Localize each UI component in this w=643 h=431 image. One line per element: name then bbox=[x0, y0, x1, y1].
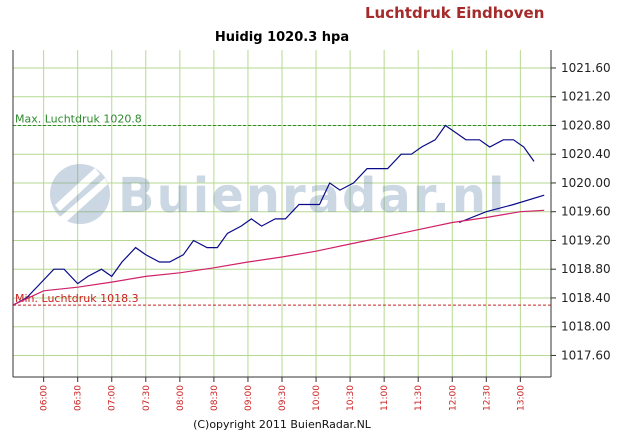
watermark-logo-icon bbox=[50, 164, 110, 224]
brand-title: Luchtdruk Eindhoven bbox=[365, 4, 544, 22]
series-line-trend-continuation bbox=[458, 194, 545, 224]
x-tick-label: 08:30 bbox=[210, 385, 220, 411]
y-tick-label: 1018.40 bbox=[561, 291, 611, 305]
series-line-measured bbox=[12, 124, 535, 306]
x-tick-label: 09:00 bbox=[244, 385, 254, 411]
y-tick-label: 1019.20 bbox=[561, 233, 611, 247]
x-tick-label: 11:30 bbox=[414, 385, 424, 411]
x-tick-label: 12:30 bbox=[482, 385, 492, 411]
x-tick-label: 07:30 bbox=[142, 385, 152, 411]
data-series bbox=[12, 124, 545, 306]
y-tick-label: 1020.00 bbox=[561, 176, 611, 190]
watermark-text: Buienradar.nl bbox=[118, 168, 506, 224]
x-tick-label: 10:30 bbox=[346, 385, 356, 411]
x-tick-label: 06:00 bbox=[40, 385, 50, 411]
x-tick-label: 12:00 bbox=[448, 385, 458, 411]
x-tick-label: 11:00 bbox=[380, 385, 390, 411]
y-tick-label: 1021.20 bbox=[561, 90, 611, 104]
y-tick-label: 1018.00 bbox=[561, 320, 611, 334]
y-tick-label: 1021.60 bbox=[561, 61, 611, 75]
y-tick-label: 1017.60 bbox=[561, 348, 611, 362]
y-tick-label: 1019.60 bbox=[561, 205, 611, 219]
min-pressure-label: Min. Luchtdruk 1018.3 bbox=[15, 292, 139, 305]
x-tick-label: 07:00 bbox=[108, 385, 118, 411]
x-tick-label: 13:00 bbox=[516, 385, 526, 411]
grid-lines bbox=[13, 50, 551, 377]
x-tick-label: 06:30 bbox=[74, 385, 84, 411]
copyright-text: (C)opyright 2011 BuienRadar.NL bbox=[193, 418, 372, 431]
y-tick-label: 1020.80 bbox=[561, 118, 611, 132]
y-axis-ticks: 1017.60 1018.00 1018.40 1018.80 1019.20 1019.… bbox=[551, 61, 611, 362]
y-tick-label: 1018.80 bbox=[561, 262, 611, 276]
x-tick-label: 08:00 bbox=[176, 385, 186, 411]
series-line-smoothed bbox=[12, 209, 545, 306]
y-tick-label: 1020.40 bbox=[561, 147, 611, 161]
current-pressure-title: Huidig 1020.3 hpa bbox=[215, 30, 349, 45]
x-axis-ticks: 06:00 06:30 07:00 07:30 08:00 08:30 09:00 09:30… bbox=[40, 377, 526, 411]
watermark: Buienradar.nl bbox=[50, 164, 506, 224]
max-pressure-label: Max. Luchtdruk 1020.8 bbox=[15, 112, 142, 125]
x-tick-label: 10:00 bbox=[312, 385, 322, 411]
reference-lines: Max. Luchtdruk 1020.8 Min. Luchtdruk 101… bbox=[13, 112, 551, 306]
x-tick-label: 09:30 bbox=[278, 385, 288, 411]
